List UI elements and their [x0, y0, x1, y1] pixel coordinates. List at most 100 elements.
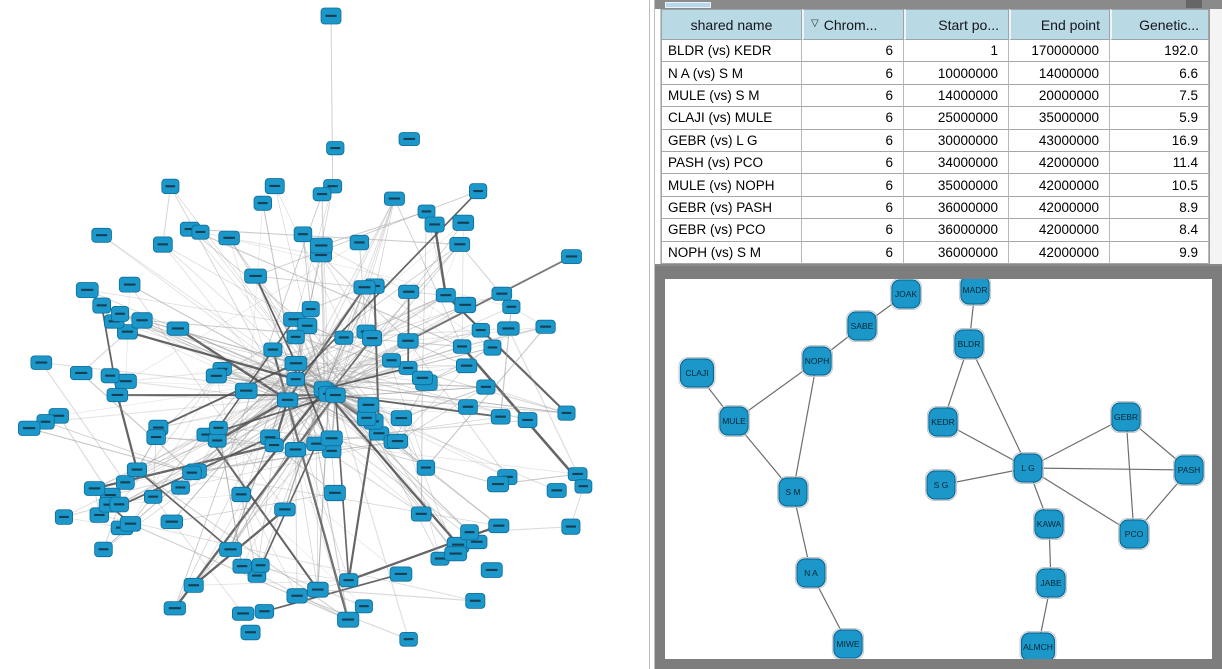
network-node-PCO[interactable]: PCO: [1118, 518, 1150, 550]
network-node[interactable]: [152, 236, 173, 253]
network-node[interactable]: [131, 312, 153, 329]
network-node[interactable]: [368, 426, 390, 441]
table-cell[interactable]: GEBR (vs) PCO: [661, 219, 802, 242]
table-cell[interactable]: 6: [802, 196, 904, 220]
table-cell[interactable]: GEBR (vs) L G: [661, 129, 802, 152]
network-node[interactable]: [535, 319, 556, 334]
network-node[interactable]: [476, 379, 496, 395]
network-node[interactable]: [301, 301, 320, 318]
network-node[interactable]: [357, 397, 380, 413]
network-node[interactable]: [386, 433, 409, 449]
network-node[interactable]: [286, 329, 305, 345]
overview-network-canvas[interactable]: [0, 0, 649, 669]
network-node[interactable]: [163, 601, 186, 616]
table-cell[interactable]: 34000000: [904, 151, 1009, 175]
network-node[interactable]: [240, 624, 261, 641]
network-node[interactable]: [416, 459, 436, 476]
network-node[interactable]: [424, 216, 445, 233]
network-node[interactable]: [460, 524, 479, 541]
table-row[interactable]: MULE (vs) NOPH 6 35000000 42000000 10.5: [661, 174, 1209, 197]
network-node[interactable]: [452, 214, 475, 231]
network-node[interactable]: [286, 588, 308, 604]
network-node[interactable]: [502, 299, 521, 315]
table-cell[interactable]: 6: [802, 241, 904, 264]
table-cell[interactable]: N A (vs) S M: [661, 62, 802, 85]
network-node[interactable]: [70, 365, 93, 381]
network-node[interactable]: [293, 226, 313, 243]
network-node[interactable]: [251, 558, 270, 573]
network-node[interactable]: [286, 372, 305, 387]
network-node[interactable]: [497, 321, 520, 336]
filter-funnel-icon[interactable]: ▽: [811, 18, 819, 29]
network-node[interactable]: [390, 410, 413, 427]
network-node[interactable]: [444, 546, 468, 562]
table-cell[interactable]: 35000000: [1009, 107, 1110, 130]
network-node[interactable]: [182, 465, 202, 481]
network-node[interactable]: [465, 593, 486, 609]
network-node[interactable]: [253, 195, 273, 211]
table-cell[interactable]: 6: [802, 174, 904, 197]
network-node[interactable]: [75, 282, 99, 299]
network-node[interactable]: [435, 288, 456, 303]
table-cell[interactable]: 8.9: [1110, 196, 1209, 220]
network-node[interactable]: [284, 441, 307, 458]
table-cell[interactable]: 6: [802, 219, 904, 242]
table-cell[interactable]: 11.4: [1110, 151, 1209, 175]
table-row[interactable]: GEBR (vs) PCO 6 36000000 42000000 8.4: [661, 219, 1209, 242]
table-cell[interactable]: 36000000: [904, 196, 1009, 220]
network-node[interactable]: [362, 330, 383, 347]
network-node[interactable]: [231, 486, 252, 503]
network-node-CLAJI[interactable]: CLAJI: [678, 357, 716, 389]
panel-splitter[interactable]: [649, 0, 655, 669]
network-node-BLDR[interactable]: BLDR: [952, 328, 986, 360]
network-node[interactable]: [119, 516, 142, 532]
network-node[interactable]: [110, 305, 130, 322]
network-node[interactable]: [191, 224, 210, 240]
network-node[interactable]: [54, 509, 73, 525]
table-row[interactable]: BLDR (vs) KEDR 6 1 170000000 192.0: [661, 40, 1209, 63]
network-node[interactable]: [398, 361, 418, 375]
network-node[interactable]: [209, 420, 228, 435]
network-node[interactable]: [382, 353, 401, 368]
network-node[interactable]: [334, 330, 354, 345]
network-node[interactable]: [349, 234, 370, 251]
network-node-GEBR[interactable]: GEBR: [1109, 401, 1143, 433]
network-node[interactable]: [417, 204, 436, 219]
network-node[interactable]: [397, 333, 419, 349]
network-node-L G[interactable]: L G: [1012, 452, 1044, 484]
network-node[interactable]: [276, 392, 299, 408]
network-node[interactable]: [325, 387, 346, 403]
table-cell[interactable]: 6: [802, 40, 904, 63]
network-node[interactable]: [231, 606, 255, 621]
table-row[interactable]: NOPH (vs) S M 6 36000000 42000000 9.9: [661, 241, 1209, 264]
network-node[interactable]: [264, 178, 285, 195]
network-node-NOPH[interactable]: NOPH: [800, 345, 834, 377]
network-node[interactable]: [490, 409, 511, 425]
table-cell[interactable]: 6: [802, 84, 904, 108]
table-cell[interactable]: 14000000: [904, 84, 1009, 108]
column-header-3[interactable]: End point: [1009, 9, 1110, 40]
network-node[interactable]: [517, 412, 538, 429]
network-node-SABE[interactable]: SABE: [845, 310, 879, 342]
network-node[interactable]: [263, 342, 283, 357]
network-node[interactable]: [383, 191, 405, 206]
network-node[interactable]: [284, 355, 308, 371]
network-node[interactable]: [297, 317, 318, 335]
table-cell[interactable]: 6: [802, 107, 904, 130]
network-node[interactable]: [30, 355, 53, 370]
network-node[interactable]: [106, 388, 129, 403]
network-node-MULE[interactable]: MULE: [717, 405, 751, 437]
network-node-S M[interactable]: S M: [777, 476, 809, 508]
network-node[interactable]: [244, 268, 267, 284]
network-node-N A[interactable]: N A: [795, 557, 827, 589]
table-cell[interactable]: BLDR (vs) KEDR: [661, 40, 802, 63]
column-header-4[interactable]: Genetic...: [1110, 9, 1209, 40]
network-node-PASH[interactable]: PASH: [1172, 454, 1206, 486]
network-node[interactable]: [207, 433, 227, 448]
network-node[interactable]: [320, 7, 342, 25]
network-node[interactable]: [205, 368, 227, 384]
network-node[interactable]: [92, 297, 112, 314]
network-node[interactable]: [487, 476, 510, 493]
table-cell[interactable]: 6: [802, 62, 904, 85]
network-node[interactable]: [324, 484, 346, 502]
